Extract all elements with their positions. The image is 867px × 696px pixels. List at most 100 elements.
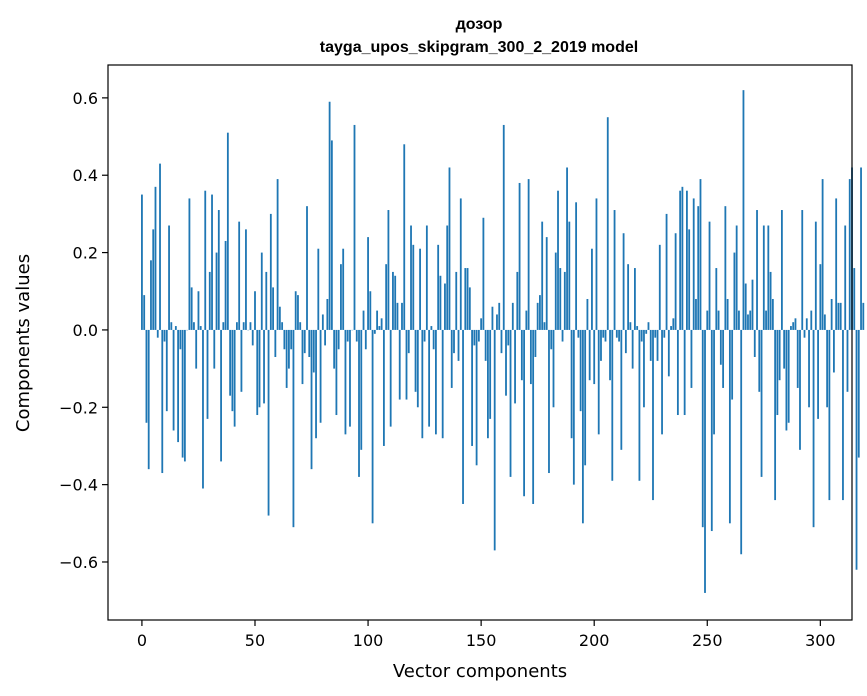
bar [297,295,299,330]
bar [765,310,767,330]
bar [785,329,788,431]
bar [276,179,279,330]
bar [306,206,308,330]
chart-title: дозор [456,16,503,33]
bar [572,329,575,485]
bar [654,329,657,338]
bar [842,329,844,501]
bar [188,198,191,330]
bar [742,90,745,330]
bar [380,318,383,330]
bar [568,221,571,330]
bar [450,329,453,388]
bar [652,329,654,501]
bar [706,310,709,330]
bar [208,271,211,330]
bar [489,329,492,419]
bar [154,186,157,330]
bar [346,329,349,342]
bar [328,101,331,330]
bar [224,240,227,330]
bar [606,117,609,330]
bar [260,252,263,330]
bar [174,326,177,330]
bar [658,244,661,330]
bar [398,329,401,400]
bar [333,329,336,369]
bar [303,329,306,354]
bar [676,329,679,416]
bar [204,190,207,330]
bar [541,221,544,330]
bar [272,287,274,330]
bar [523,329,525,497]
bar [738,310,740,330]
bar [828,329,831,501]
bar [240,329,243,392]
bar [690,329,693,388]
bar [774,329,777,501]
bar [482,217,485,330]
bar [258,329,261,408]
bar [340,264,342,330]
bar [733,252,736,330]
bar [780,210,783,330]
bar [226,132,229,330]
bar [724,206,727,330]
bar [857,329,860,458]
bar [159,163,161,330]
bar [502,124,505,330]
x-tick-label: 100 [353,631,384,650]
bar [389,329,392,427]
bar [150,260,152,330]
bar [853,268,856,330]
bar [710,329,713,532]
bar [387,210,390,330]
bar [756,210,758,330]
bar [439,275,442,330]
bar [769,271,772,330]
bar [498,302,501,330]
bar [421,329,424,439]
bar [615,329,618,338]
bar [145,329,148,423]
bar [362,310,365,330]
bars-group [141,90,865,593]
bar [645,329,648,334]
y-tick-label: 0.2 [73,244,98,263]
bar [487,329,489,439]
bar [561,329,564,342]
bar [801,210,804,330]
bar [627,264,630,330]
bar [536,302,539,330]
bar [796,329,799,388]
bar [410,225,412,330]
bar [643,329,645,408]
bar [168,225,170,330]
bar [414,329,417,392]
bar [514,329,516,404]
bar [783,329,786,369]
bar [539,295,541,330]
bar [403,144,406,330]
bar [557,190,559,330]
bar [810,310,813,330]
bar [830,298,833,330]
bar [640,329,643,342]
bar [844,225,847,330]
bar [860,167,862,330]
bar [407,329,410,354]
bar [206,329,209,419]
bar [821,179,824,330]
bar [726,298,729,330]
bar [337,329,340,350]
bar [839,302,842,330]
bar [708,221,711,330]
bar [638,329,641,481]
bar [170,322,173,330]
bar [288,329,290,369]
x-tick-label: 150 [466,631,497,650]
y-axis-ticks: −0.6 −0.4 −0.2 0.0 0.2 0.4 0.6 [59,89,108,572]
bar [349,329,351,427]
bar [315,329,317,439]
